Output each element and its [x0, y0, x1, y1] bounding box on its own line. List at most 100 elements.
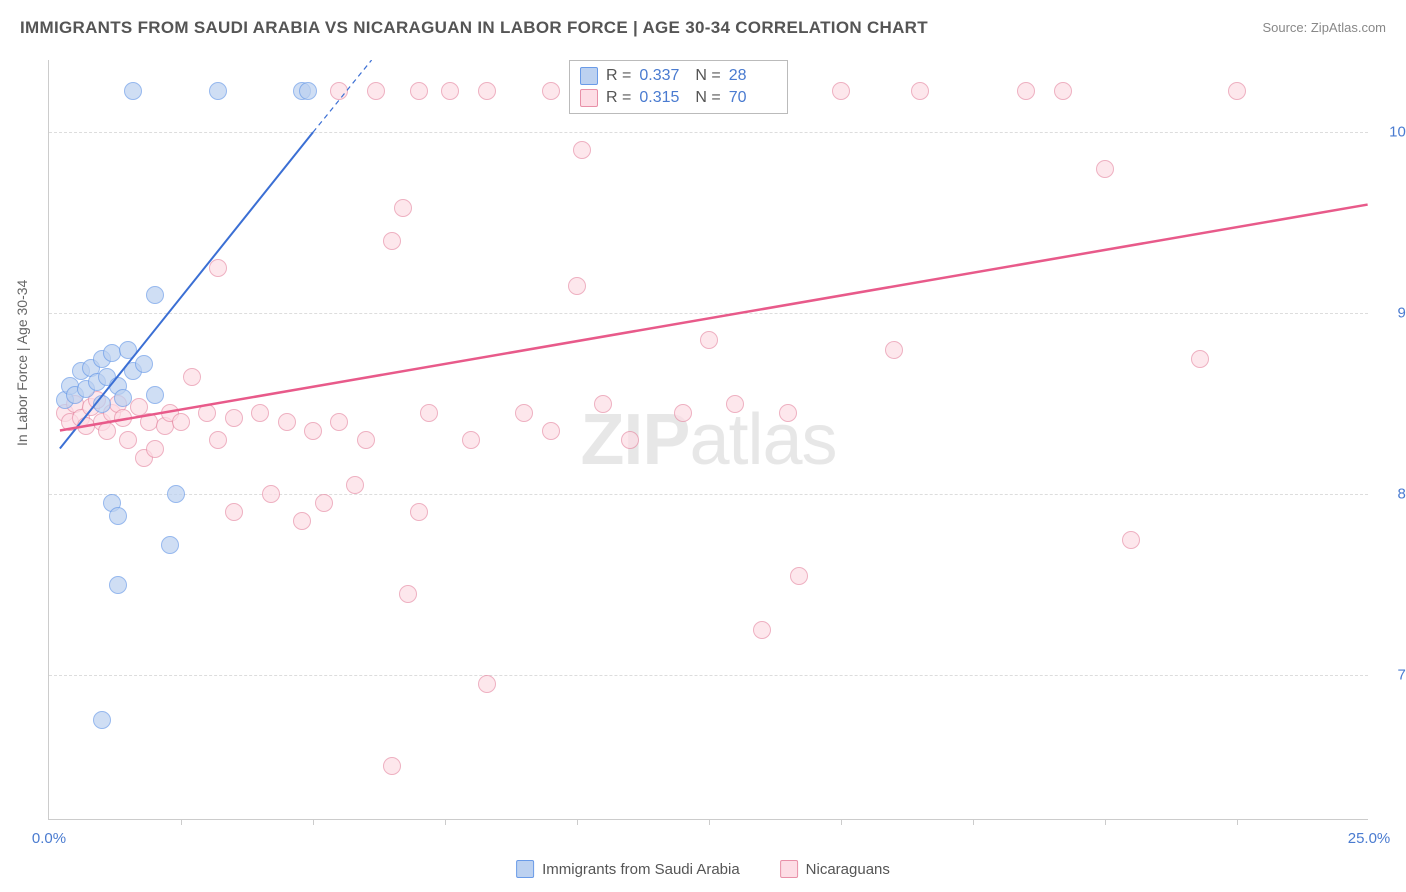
data-point	[462, 431, 480, 449]
x-minor-tick	[1105, 819, 1106, 825]
data-point	[114, 389, 132, 407]
data-point	[753, 621, 771, 639]
x-minor-tick	[709, 819, 710, 825]
n-label: N =	[695, 67, 720, 85]
data-point	[367, 82, 385, 100]
data-point	[515, 404, 533, 422]
data-point	[315, 494, 333, 512]
data-point	[1228, 82, 1246, 100]
data-point	[700, 331, 718, 349]
y-tick-label: 90.0%	[1397, 305, 1406, 322]
data-point	[225, 503, 243, 521]
data-point	[109, 576, 127, 594]
data-point	[383, 757, 401, 775]
swatch-saudi-icon	[516, 860, 534, 878]
data-point	[1054, 82, 1072, 100]
data-point	[410, 82, 428, 100]
data-point	[93, 711, 111, 729]
data-point	[109, 507, 127, 525]
data-point	[93, 395, 111, 413]
data-point	[135, 355, 153, 373]
data-point	[209, 82, 227, 100]
swatch-nicaraguan-icon	[580, 89, 598, 107]
n-value-nicaraguan: 70	[729, 89, 777, 107]
data-point	[779, 404, 797, 422]
gridline-horizontal	[49, 313, 1368, 314]
y-tick-label: 80.0%	[1397, 486, 1406, 503]
data-point	[790, 567, 808, 585]
swatch-saudi-icon	[580, 67, 598, 85]
data-point	[399, 585, 417, 603]
trend-lines	[49, 60, 1368, 819]
data-point	[478, 675, 496, 693]
r-value-saudi: 0.337	[639, 67, 687, 85]
data-point	[1017, 82, 1035, 100]
data-point	[198, 404, 216, 422]
data-point	[357, 431, 375, 449]
data-point	[251, 404, 269, 422]
legend-item-nicaraguan: Nicaraguans	[780, 860, 890, 878]
data-point	[568, 277, 586, 295]
data-point	[299, 82, 317, 100]
data-point	[542, 422, 560, 440]
swatch-nicaraguan-icon	[780, 860, 798, 878]
data-point	[98, 422, 116, 440]
n-label: N =	[695, 89, 720, 107]
data-point	[209, 259, 227, 277]
x-tick-label: 25.0%	[1348, 830, 1391, 847]
data-point	[330, 82, 348, 100]
gridline-horizontal	[49, 132, 1368, 133]
data-point	[167, 485, 185, 503]
data-point	[119, 341, 137, 359]
y-tick-label: 70.0%	[1397, 667, 1406, 684]
bottom-legend: Immigrants from Saudi Arabia Nicaraguans	[516, 860, 890, 878]
data-point	[183, 368, 201, 386]
data-point	[383, 232, 401, 250]
x-minor-tick	[973, 819, 974, 825]
x-minor-tick	[577, 819, 578, 825]
data-point	[573, 141, 591, 159]
y-axis-title: In Labor Force | Age 30-34	[14, 280, 30, 446]
x-minor-tick	[841, 819, 842, 825]
r-value-nicaraguan: 0.315	[639, 89, 687, 107]
x-tick-label: 0.0%	[32, 830, 66, 847]
r-label: R =	[606, 67, 631, 85]
data-point	[330, 413, 348, 431]
data-point	[146, 440, 164, 458]
data-point	[726, 395, 744, 413]
x-minor-tick	[445, 819, 446, 825]
data-point	[278, 413, 296, 431]
stats-row-nicaraguan: R = 0.315 N = 70	[576, 87, 781, 109]
legend-label-saudi: Immigrants from Saudi Arabia	[542, 861, 740, 878]
data-point	[885, 341, 903, 359]
n-value-saudi: 28	[729, 67, 777, 85]
legend-item-saudi: Immigrants from Saudi Arabia	[516, 860, 740, 878]
data-point	[293, 512, 311, 530]
x-minor-tick	[313, 819, 314, 825]
data-point	[394, 199, 412, 217]
data-point	[478, 82, 496, 100]
data-point	[1191, 350, 1209, 368]
data-point	[225, 409, 243, 427]
data-point	[146, 286, 164, 304]
data-point	[911, 82, 929, 100]
data-point	[304, 422, 322, 440]
data-point	[346, 476, 364, 494]
data-point	[161, 536, 179, 554]
watermark: ZIPatlas	[580, 399, 836, 481]
stats-row-saudi: R = 0.337 N = 28	[576, 65, 781, 87]
chart-title: IMMIGRANTS FROM SAUDI ARABIA VS NICARAGU…	[20, 18, 928, 38]
gridline-horizontal	[49, 494, 1368, 495]
data-point	[114, 409, 132, 427]
data-point	[594, 395, 612, 413]
data-point	[119, 431, 137, 449]
data-point	[209, 431, 227, 449]
data-point	[621, 431, 639, 449]
data-point	[674, 404, 692, 422]
data-point	[172, 413, 190, 431]
data-point	[1122, 531, 1140, 549]
x-minor-tick	[181, 819, 182, 825]
r-label: R =	[606, 89, 631, 107]
data-point	[441, 82, 459, 100]
data-point	[420, 404, 438, 422]
